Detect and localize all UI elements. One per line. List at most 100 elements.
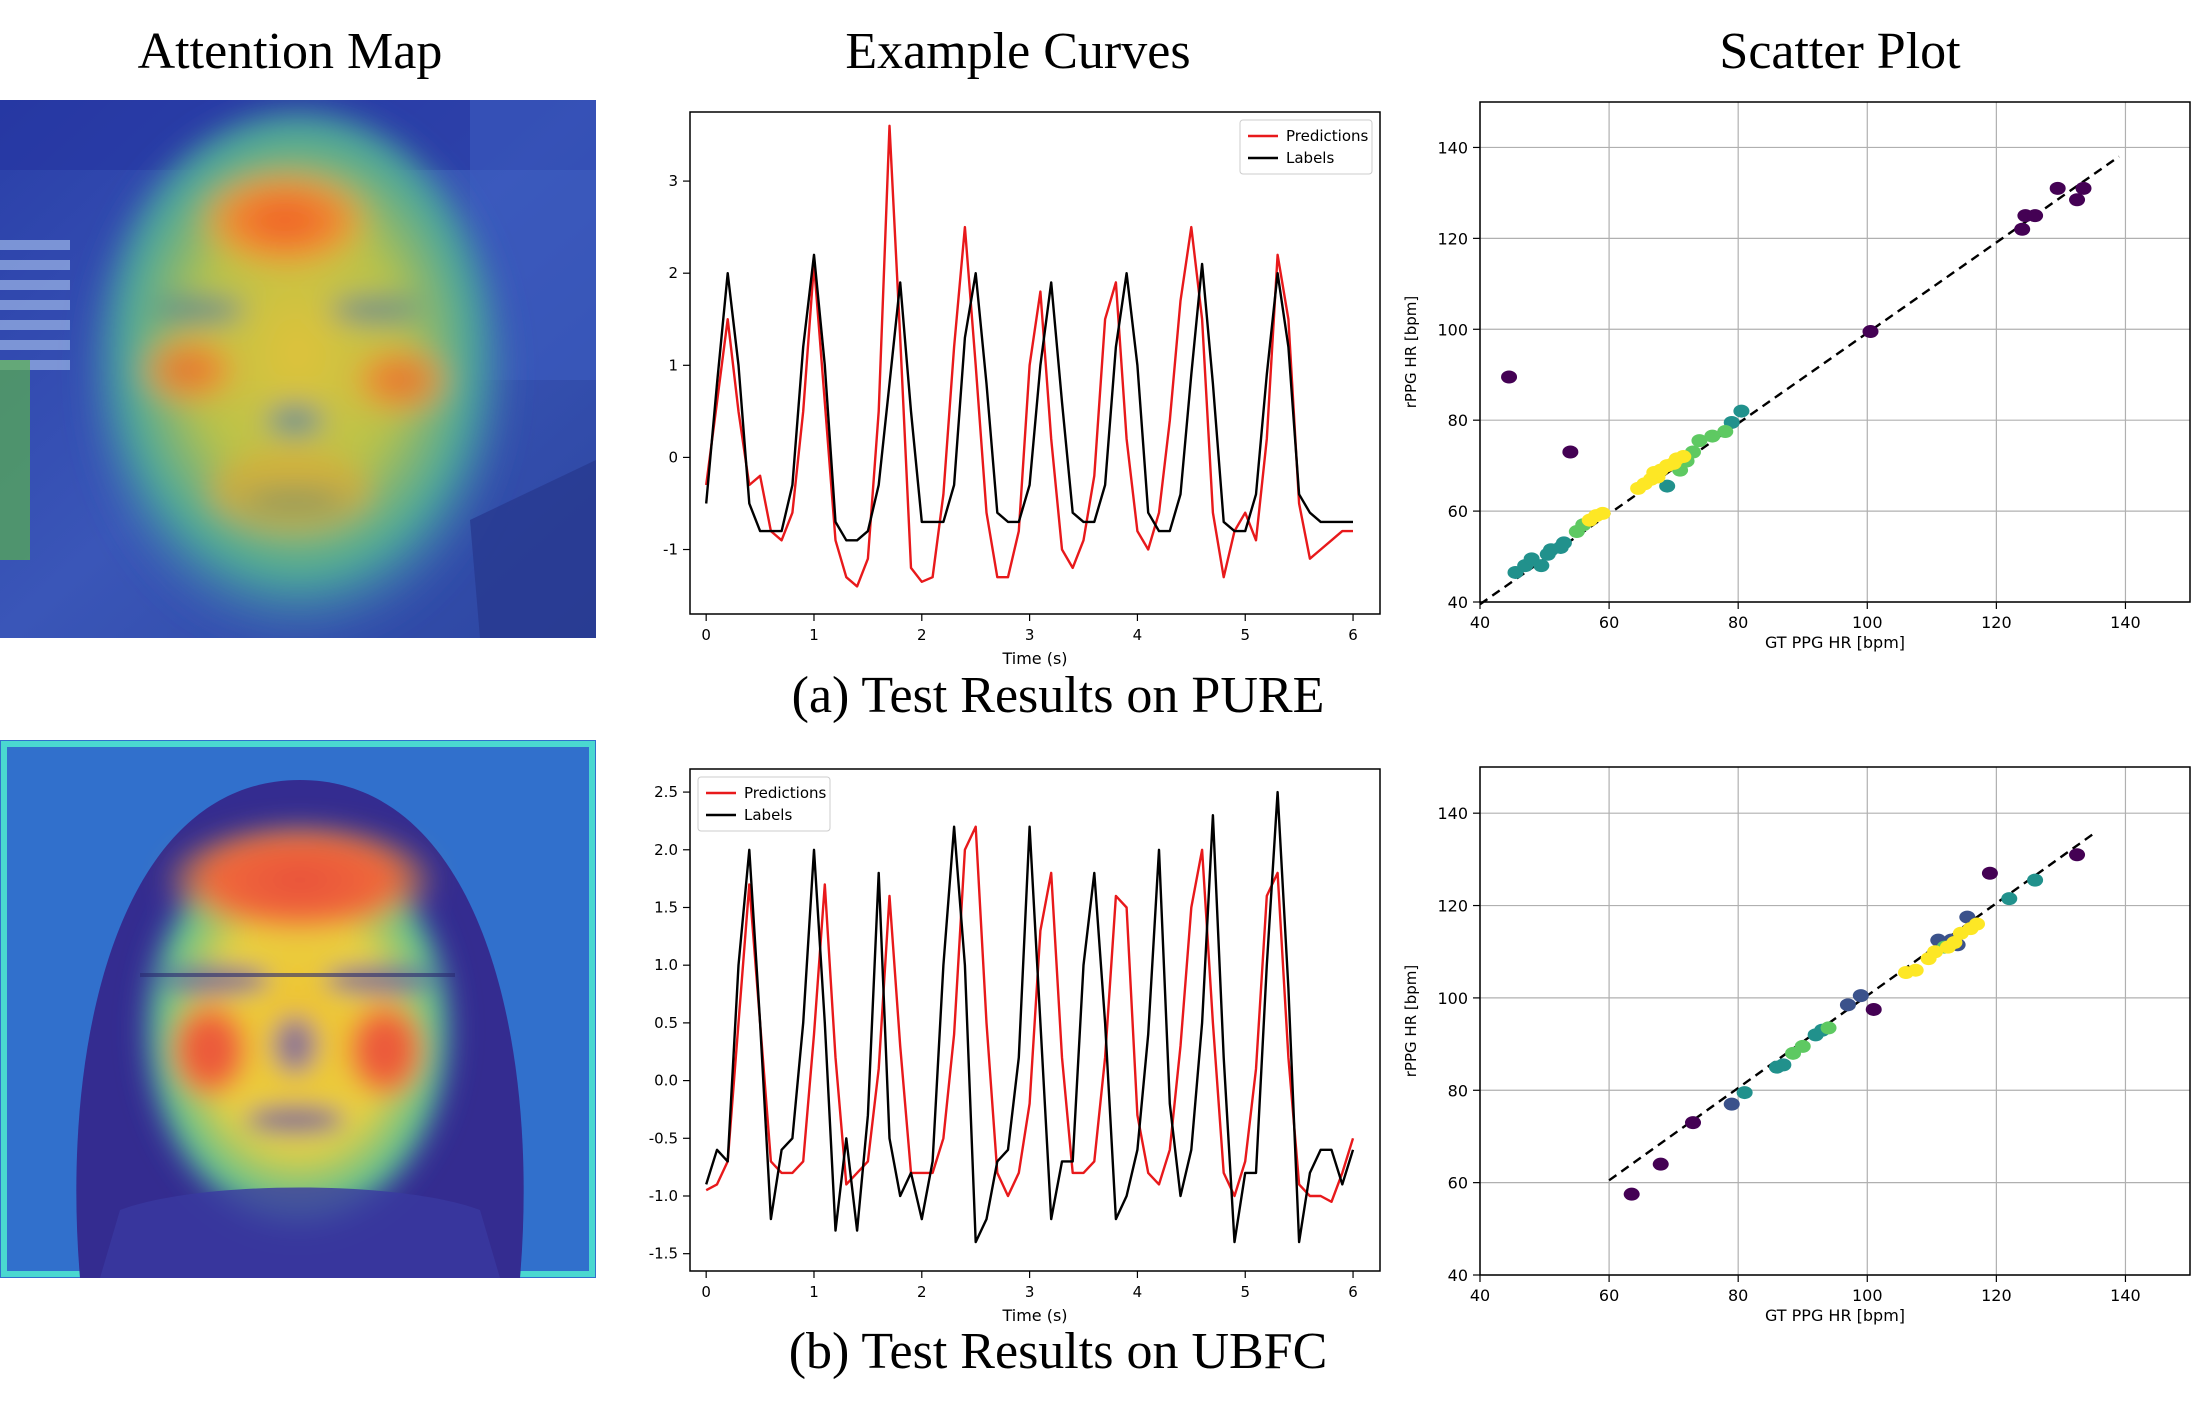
x-tick-label: 140 bbox=[2110, 1286, 2141, 1305]
scatter-point bbox=[1723, 1097, 1740, 1111]
scatter-point bbox=[1646, 465, 1663, 479]
y-tick-label: 2 bbox=[668, 264, 678, 282]
scatter-point bbox=[1775, 1058, 1792, 1072]
y-tick-label: 1.0 bbox=[654, 956, 678, 974]
y-tick-label: 40 bbox=[1448, 1266, 1468, 1285]
y-tick-label: 0 bbox=[668, 448, 678, 466]
legend-label-predictions: Predictions bbox=[1286, 127, 1369, 145]
pure-scatter-chart: 40 60 80 100 120 140 40 60 80 100 120 140 GT PPG HR … bbox=[1402, 101, 2191, 652]
legend-label-labels: Labels bbox=[744, 806, 792, 824]
plot-frame bbox=[1479, 101, 2191, 603]
x-tick-label: 3 bbox=[1025, 1283, 1035, 1301]
y-tick-label: -1.5 bbox=[649, 1245, 678, 1263]
y-tick-label: 2.0 bbox=[654, 841, 678, 859]
fit-line bbox=[1608, 832, 2094, 1182]
scatter-point bbox=[1969, 917, 1985, 931]
x-tick-label: 80 bbox=[1728, 1286, 1748, 1305]
scatter-point bbox=[2027, 873, 2044, 887]
y-tick-label: 2.5 bbox=[654, 783, 678, 801]
scatter-point bbox=[1652, 1157, 1669, 1171]
ubfc-curves-chart: 0 1 2 3 4 5 6 -1.5 -1.0 -0.5 0.0 0.5 1.0 1.5 2.0 2.5 Tim… bbox=[649, 768, 1381, 1325]
legend-label-labels: Labels bbox=[1286, 149, 1334, 167]
fit-line bbox=[1479, 155, 2120, 606]
scatter-point bbox=[2049, 181, 2066, 195]
y-tick-label: 1.5 bbox=[654, 898, 678, 916]
y-tick-label: 60 bbox=[1448, 1174, 1468, 1193]
y-tick-label: 60 bbox=[1448, 502, 1468, 521]
x-tick-label: 5 bbox=[1240, 626, 1250, 644]
y-tick-label: 120 bbox=[1437, 897, 1468, 916]
x-tick-label: 4 bbox=[1133, 626, 1143, 644]
y-tick-label: 80 bbox=[1448, 1081, 1468, 1100]
attention-map-ubfc-image bbox=[0, 740, 596, 1278]
x-tick-label: 140 bbox=[2110, 613, 2141, 632]
x-tick-label: 0 bbox=[701, 1283, 711, 1301]
legend-box bbox=[1239, 119, 1373, 175]
example-curves-title: Example Curves bbox=[845, 23, 1191, 80]
attention-map-pure bbox=[0, 100, 596, 638]
x-tick-label: 100 bbox=[1852, 613, 1883, 632]
y-tick-label: -1.0 bbox=[649, 1187, 678, 1205]
y-tick-label: 3 bbox=[668, 172, 678, 190]
pure-curves-chart: 0 1 2 3 4 5 6 -1 0 1 2 3 Time (s) Predictions Labels bbox=[663, 111, 1381, 668]
scatter-point bbox=[1820, 1021, 1837, 1035]
scatter-point bbox=[1733, 404, 1750, 418]
scatter-point bbox=[2075, 181, 2092, 195]
y-tick-label: 100 bbox=[1437, 989, 1468, 1008]
scatter-point bbox=[1685, 1116, 1701, 1130]
y-tick-label: 120 bbox=[1437, 229, 1468, 248]
scatter-point bbox=[1659, 479, 1676, 493]
caption-ubfc: (b) Test Results on UBFC bbox=[788, 1323, 1328, 1380]
scatter-point bbox=[1717, 425, 1734, 439]
scatter-point bbox=[1501, 370, 1518, 384]
x-tick-label: 60 bbox=[1599, 613, 1619, 632]
scatter-point bbox=[1594, 506, 1611, 520]
x-tick-label: 80 bbox=[1728, 613, 1748, 632]
x-tick-label: 120 bbox=[1981, 613, 2012, 632]
scatter-point bbox=[1862, 325, 1879, 339]
scatter-point bbox=[1555, 536, 1572, 550]
x-axis-label: GT PPG HR [bpm] bbox=[1765, 1306, 1905, 1325]
scatter-point bbox=[2001, 892, 2018, 906]
scatter-point bbox=[2069, 193, 2086, 207]
scatter-point bbox=[2014, 222, 2031, 236]
plot-area bbox=[1480, 767, 2190, 1275]
scatter-point bbox=[1736, 1086, 1753, 1100]
x-tick-label: 2 bbox=[917, 1283, 927, 1301]
attention-map-ubfc bbox=[0, 740, 596, 1278]
x-tick-label: 6 bbox=[1348, 626, 1358, 644]
x-tick-label: 5 bbox=[1240, 1283, 1250, 1301]
caption-pure: (a) Test Results on PURE bbox=[791, 667, 1325, 724]
y-tick-label: 100 bbox=[1437, 320, 1468, 339]
x-tick-label: 100 bbox=[1852, 1286, 1883, 1305]
x-tick-label: 40 bbox=[1470, 1286, 1490, 1305]
y-tick-label: 40 bbox=[1448, 593, 1468, 612]
x-tick-label: 4 bbox=[1133, 1283, 1143, 1301]
scatter-point bbox=[1794, 1039, 1811, 1053]
scatter-point bbox=[1623, 1187, 1640, 1201]
y-tick-label: 140 bbox=[1437, 804, 1468, 823]
ubfc-scatter-chart: 40 60 80 100 120 140 40 60 80 100 120 140 GT PPG HR … bbox=[1402, 766, 2191, 1325]
y-tick-label: 80 bbox=[1448, 411, 1468, 430]
x-tick-label: 6 bbox=[1348, 1283, 1358, 1301]
legend-box bbox=[697, 776, 831, 832]
y-tick-label: -0.5 bbox=[649, 1129, 678, 1147]
x-tick-label: 1 bbox=[809, 1283, 819, 1301]
series-line-labels bbox=[705, 790, 1355, 1244]
y-tick-label: 140 bbox=[1437, 138, 1468, 157]
scatter-plot-title: Scatter Plot bbox=[1719, 23, 1961, 80]
legend-label-predictions: Predictions bbox=[744, 784, 827, 802]
scatter-point bbox=[2027, 209, 2044, 223]
x-axis-label: GT PPG HR [bpm] bbox=[1765, 633, 1905, 652]
scatter-point bbox=[1907, 963, 1924, 977]
x-axis-label: Time (s) bbox=[1001, 649, 1067, 668]
y-axis-label: rPPG HR [bpm] bbox=[1402, 965, 1420, 1077]
scatter-point bbox=[1691, 434, 1708, 448]
x-tick-label: 60 bbox=[1599, 1286, 1619, 1305]
x-tick-label: 1 bbox=[809, 626, 819, 644]
x-axis-label: Time (s) bbox=[1001, 1306, 1067, 1325]
x-tick-label: 3 bbox=[1025, 626, 1035, 644]
scatter-point bbox=[1865, 1002, 1882, 1016]
y-tick-label: 0.5 bbox=[654, 1014, 678, 1032]
series-line-labels bbox=[705, 253, 1353, 542]
